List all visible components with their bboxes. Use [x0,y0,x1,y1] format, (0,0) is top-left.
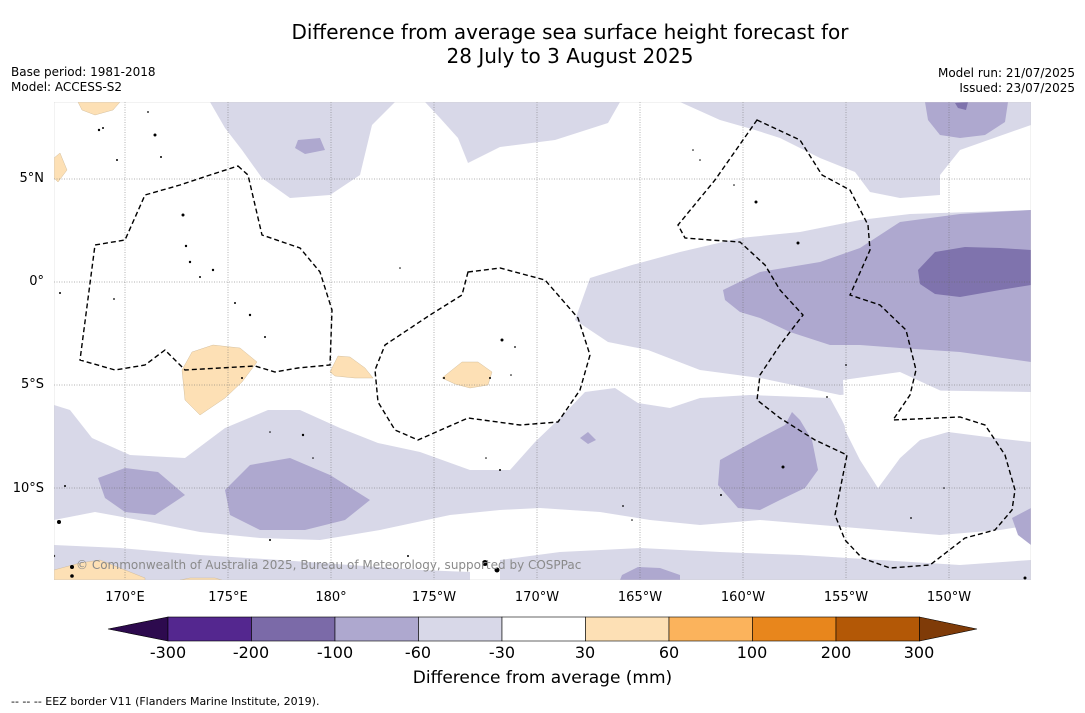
colorbar-tick-label: -200 [232,643,270,662]
colorbar-min-extension [107,616,169,642]
lon-label: 150°W [926,590,972,605]
run-info: Model run: 21/07/2025 Issued: 23/07/2025 [938,66,1075,96]
lon-label: 165°W [617,590,663,605]
eez-legend-note: -- -- -- EEZ border V11 (Flanders Marine… [11,695,320,708]
lat-label: 0° [29,274,44,289]
colorbar-tick-label: 60 [658,643,680,662]
lon-label: 170°E [105,590,145,605]
base-period-text: Base period: 1981-2018 [11,65,156,79]
colorbar-segment [835,616,920,642]
colorbar-tick-label: 300 [903,643,935,662]
colorbar-tick-label: 100 [736,643,768,662]
colorbar-segment [668,616,753,642]
lon-label: 175°E [208,590,248,605]
lon-label: 175°W [411,590,457,605]
lat-label: 10°S [12,481,44,496]
graticule [54,102,1031,580]
lon-label: 180° [315,590,347,605]
title-line-2: 28 July to 3 August 2025 [446,44,694,68]
map-title: Difference from average sea surface heig… [0,20,1085,68]
colorbar-tick-label: -100 [316,643,354,662]
colorbar-max-extension [919,616,978,642]
lon-label: 160°W [720,590,766,605]
lat-label: 5°S [20,377,44,392]
copyright-credit: © Commonwealth of Australia 2025, Bureau… [76,558,582,572]
colorbar-segment [418,616,503,642]
colorbar-segment [334,616,419,642]
colorbar-segment [251,616,336,642]
colorbar [107,616,978,642]
colorbar-segment [501,616,586,642]
lon-label: 170°W [514,590,560,605]
model-text: Model: ACCESS-S2 [11,80,123,94]
base-info: Base period: 1981-2018 Model: ACCESS-S2 [11,65,156,95]
colorbar-segment [752,616,837,642]
lon-label: 155°W [823,590,869,605]
colorbar-segment [585,616,670,642]
model-run-text: Model run: 21/07/2025 [937,66,1075,80]
title-line-1: Difference from average sea surface heig… [291,20,849,44]
colorbar-tick-label: 30 [574,643,596,662]
map-panel [54,102,1031,580]
eez-borders [79,119,1016,569]
colorbar-segment [167,616,252,642]
anomaly-band-minus200-minus100 [918,102,1031,297]
anomaly-band-30-60 [54,102,493,580]
colorbar-tick-label: -60 [404,643,432,662]
colorbar-tick-label: 200 [820,643,852,662]
colorbar-tick-label: -30 [488,643,516,662]
issued-text: Issued: 23/07/2025 [959,81,1075,95]
islands [54,111,1027,580]
lat-label: 5°N [19,171,45,186]
colorbar-tick-label: -300 [149,643,187,662]
colorbar-title: Difference from average (mm) [412,668,673,688]
